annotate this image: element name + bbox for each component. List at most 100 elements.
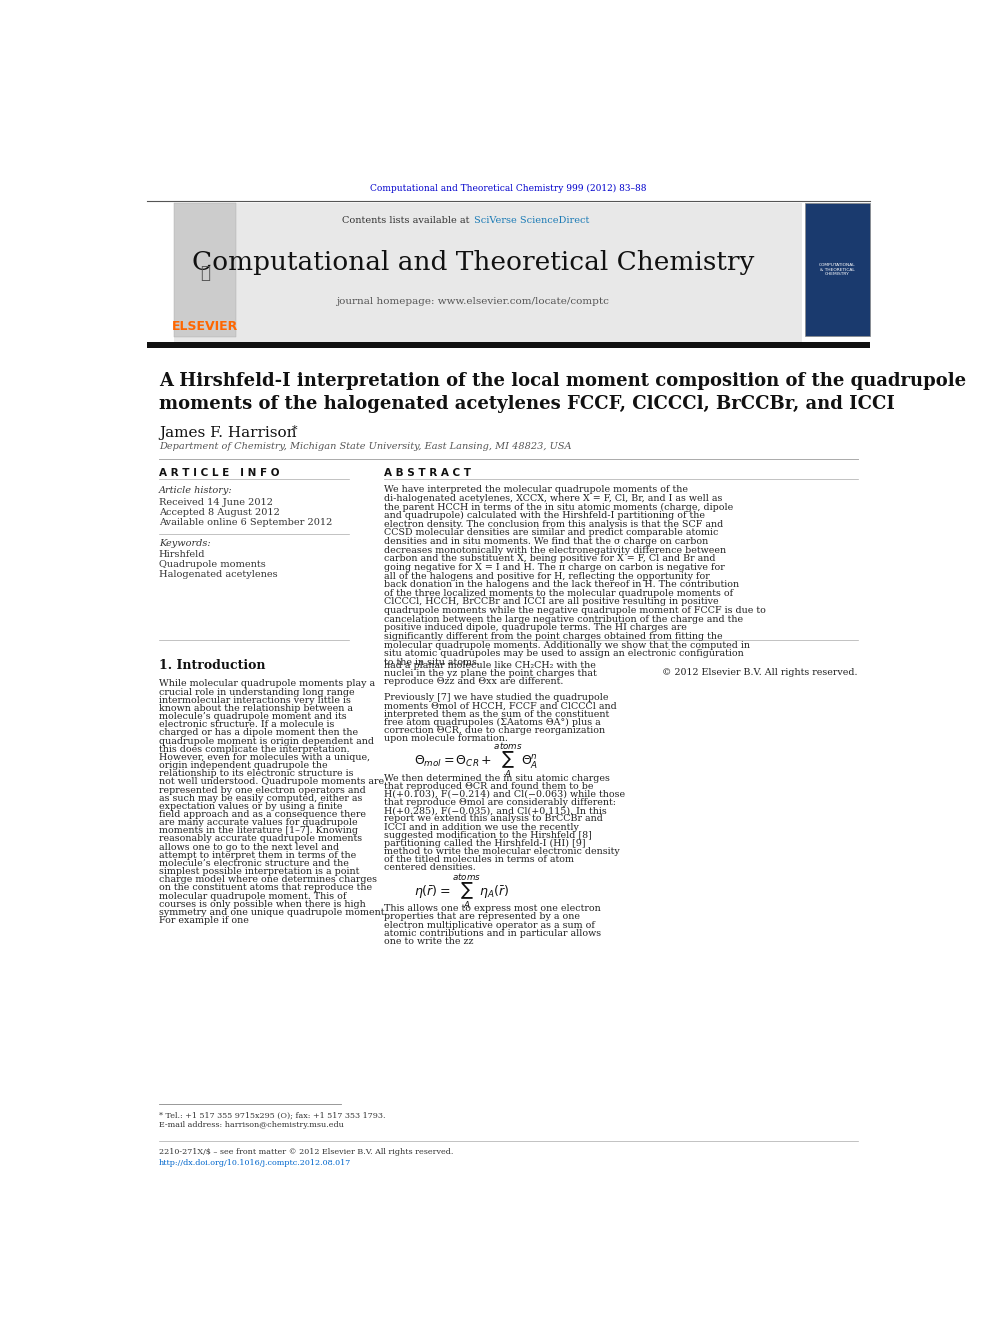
Text: as such may be easily computed, either as: as such may be easily computed, either a… <box>159 794 362 803</box>
Text: While molecular quadrupole moments play a: While molecular quadrupole moments play … <box>159 680 375 688</box>
Text: Halogenated acetylenes: Halogenated acetylenes <box>159 570 278 579</box>
Text: crucial role in understanding long range: crucial role in understanding long range <box>159 688 354 697</box>
Text: the parent HCCH in terms of the in situ atomic moments (charge, dipole: the parent HCCH in terms of the in situ … <box>384 503 733 512</box>
Text: molecule’s electronic structure and the: molecule’s electronic structure and the <box>159 859 349 868</box>
Text: Article history:: Article history: <box>159 486 232 495</box>
Text: suggested modification to the Hirshfeld [8]: suggested modification to the Hirshfeld … <box>384 831 591 840</box>
Text: * Tel.: +1 517 355 9715x295 (O); fax: +1 517 353 1793.: * Tel.: +1 517 355 9715x295 (O); fax: +1… <box>159 1111 385 1119</box>
Text: ClCCCl, HCCH, BrCCBr and ICCI are all positive resulting in positive: ClCCCl, HCCH, BrCCBr and ICCI are all po… <box>384 598 718 606</box>
Text: Computational and Theoretical Chemistry: Computational and Theoretical Chemistry <box>191 250 754 275</box>
Text: simplest possible interpretation is a point: simplest possible interpretation is a po… <box>159 867 359 876</box>
Text: Keywords:: Keywords: <box>159 540 210 548</box>
Text: ELSEVIER: ELSEVIER <box>173 320 238 333</box>
Text: relationship to its electronic structure is: relationship to its electronic structure… <box>159 769 353 778</box>
Text: carbon and the substituent X, being positive for X = F, Cl and Br and: carbon and the substituent X, being posi… <box>384 554 715 564</box>
Text: positive induced dipole, quadrupole terms. The HI charges are: positive induced dipole, quadrupole term… <box>384 623 686 632</box>
Text: E-mail address: harrison@chemistry.msu.edu: E-mail address: harrison@chemistry.msu.e… <box>159 1121 344 1129</box>
Text: of the three localized moments to the molecular quadrupole moments of: of the three localized moments to the mo… <box>384 589 733 598</box>
Text: journal homepage: www.elsevier.com/locate/comptc: journal homepage: www.elsevier.com/locat… <box>336 296 609 306</box>
Text: Hirshfeld: Hirshfeld <box>159 550 205 560</box>
Text: CCSD molecular densities are similar and predict comparable atomic: CCSD molecular densities are similar and… <box>384 528 718 537</box>
Text: known about the relationship between a: known about the relationship between a <box>159 704 353 713</box>
Text: Received 14 June 2012: Received 14 June 2012 <box>159 497 273 507</box>
Text: free atom quadrupoles (ΣAatoms ΘA°) plus a: free atom quadrupoles (ΣAatoms ΘA°) plus… <box>384 718 600 726</box>
Text: molecule’s quadrupole moment and its: molecule’s quadrupole moment and its <box>159 712 346 721</box>
Text: moments Θmol of HCCH, FCCF and ClCCCl and: moments Θmol of HCCH, FCCF and ClCCCl an… <box>384 701 616 710</box>
Text: one to write the zz: one to write the zz <box>384 937 473 946</box>
Text: courses is only possible when there is high: courses is only possible when there is h… <box>159 900 366 909</box>
Text: A B S T R A C T: A B S T R A C T <box>384 468 470 478</box>
Text: of the titled molecules in terms of atom: of the titled molecules in terms of atom <box>384 855 573 864</box>
Text: back donation in the halogens and the lack thereof in H. The contribution: back donation in the halogens and the la… <box>384 581 739 589</box>
Text: densities and in situ moments. We find that the σ charge on carbon: densities and in situ moments. We find t… <box>384 537 708 546</box>
Text: electronic structure. If a molecule is: electronic structure. If a molecule is <box>159 720 334 729</box>
Text: centered densities.: centered densities. <box>384 864 475 872</box>
Text: charge model where one determines charges: charge model where one determines charge… <box>159 876 377 884</box>
Text: molecular quadrupole moments. Additionally we show that the computed in: molecular quadrupole moments. Additional… <box>384 640 750 650</box>
Text: We then determined the in situ atomic charges: We then determined the in situ atomic ch… <box>384 774 609 783</box>
Text: electron multiplicative operator as a sum of: electron multiplicative operator as a su… <box>384 921 594 930</box>
Text: 1. Introduction: 1. Introduction <box>159 659 266 672</box>
Text: method to write the molecular electronic density: method to write the molecular electronic… <box>384 847 619 856</box>
Text: decreases monotonically with the electronegativity difference between: decreases monotonically with the electro… <box>384 545 726 554</box>
Text: ICCI and in addition we use the recently: ICCI and in addition we use the recently <box>384 823 578 832</box>
Text: are many accurate values for quadrupole: are many accurate values for quadrupole <box>159 818 357 827</box>
Text: reasonably accurate quadrupole moments: reasonably accurate quadrupole moments <box>159 835 362 844</box>
Text: and quadrupole) calculated with the Hirshfeld-I partitioning of the: and quadrupole) calculated with the Hirs… <box>384 511 704 520</box>
Text: charged or has a dipole moment then the: charged or has a dipole moment then the <box>159 729 358 737</box>
Text: James F. Harrison: James F. Harrison <box>159 426 297 439</box>
Text: molecular quadrupole moment. This of: molecular quadrupole moment. This of <box>159 892 346 901</box>
Text: quadrupole moments while the negative quadrupole moment of FCCF is due to: quadrupole moments while the negative qu… <box>384 606 766 615</box>
Text: significantly different from the point charges obtained from fitting the: significantly different from the point c… <box>384 632 722 640</box>
Text: to the in situ atoms.: to the in situ atoms. <box>384 658 479 667</box>
Text: expectation values or by using a finite: expectation values or by using a finite <box>159 802 342 811</box>
Text: represented by one electron operators and: represented by one electron operators an… <box>159 786 366 795</box>
Text: A R T I C L E   I N F O: A R T I C L E I N F O <box>159 468 280 478</box>
Text: Department of Chemistry, Michigan State University, East Lansing, MI 48823, USA: Department of Chemistry, Michigan State … <box>159 442 571 451</box>
Bar <box>175 204 803 343</box>
Text: properties that are represented by a one: properties that are represented by a one <box>384 913 579 922</box>
Text: on the constituent atoms that reproduce the: on the constituent atoms that reproduce … <box>159 884 372 893</box>
Text: A Hirshfeld-I interpretation of the local moment composition of the quadrupole: A Hirshfeld-I interpretation of the loca… <box>159 372 966 389</box>
Text: intermolecular interactions very little is: intermolecular interactions very little … <box>159 696 351 705</box>
Text: 2210-271X/$ – see front matter © 2012 Elsevier B.V. All rights reserved.: 2210-271X/$ – see front matter © 2012 El… <box>159 1148 453 1156</box>
Bar <box>175 204 236 337</box>
Text: We have interpreted the molecular quadrupole moments of the: We have interpreted the molecular quadru… <box>384 486 687 495</box>
Text: upon molecule formation.: upon molecule formation. <box>384 734 508 744</box>
Text: di-halogenated acetylenes, XCCX, where X = F, Cl, Br, and I as well as: di-halogenated acetylenes, XCCX, where X… <box>384 493 722 503</box>
Text: For example if one: For example if one <box>159 916 249 925</box>
Text: Previously [7] we have studied the quadrupole: Previously [7] we have studied the quadr… <box>384 693 608 703</box>
Text: Quadrupole moments: Quadrupole moments <box>159 560 266 569</box>
Text: However, even for molecules with a unique,: However, even for molecules with a uniqu… <box>159 753 370 762</box>
Text: Available online 6 September 2012: Available online 6 September 2012 <box>159 517 332 527</box>
Text: electron density. The conclusion from this analysis is that the SCF and: electron density. The conclusion from th… <box>384 520 723 529</box>
Text: symmetry and one unique quadrupole moment.: symmetry and one unique quadrupole momen… <box>159 908 387 917</box>
Text: http://dx.doi.org/10.1016/j.comptc.2012.08.017: http://dx.doi.org/10.1016/j.comptc.2012.… <box>159 1159 351 1167</box>
Text: all of the halogens and positive for H, reflecting the opportunity for: all of the halogens and positive for H, … <box>384 572 709 581</box>
Text: Computational and Theoretical Chemistry 999 (2012) 83–88: Computational and Theoretical Chemistry … <box>370 184 647 193</box>
Text: not well understood. Quadrupole moments are: not well understood. Quadrupole moments … <box>159 778 384 786</box>
Text: Contents lists available at: Contents lists available at <box>342 216 473 225</box>
Text: $\Theta_{mol} = \Theta_{CR} + \sum_{A}^{atoms} \Theta_{A}^{n}$: $\Theta_{mol} = \Theta_{CR} + \sum_{A}^{… <box>415 742 539 781</box>
Text: had a planar molecule like CH₂CH₂ with the: had a planar molecule like CH₂CH₂ with t… <box>384 662 595 669</box>
Text: This allows one to express most one electron: This allows one to express most one elec… <box>384 905 600 913</box>
Text: that reproduce Θmol are considerably different:: that reproduce Θmol are considerably dif… <box>384 798 616 807</box>
Bar <box>806 204 870 336</box>
Text: moments in the literature [1–7]. Knowing: moments in the literature [1–7]. Knowing <box>159 827 358 835</box>
Text: Accepted 8 August 2012: Accepted 8 August 2012 <box>159 508 280 517</box>
Text: 🌳: 🌳 <box>200 263 210 282</box>
Text: report we extend this analysis to BrCCBr and: report we extend this analysis to BrCCBr… <box>384 815 602 823</box>
Text: origin independent quadrupole the: origin independent quadrupole the <box>159 761 327 770</box>
Text: correction ΘCR, due to charge reorganization: correction ΘCR, due to charge reorganiza… <box>384 726 605 736</box>
Text: that reproduced ΘCR and found them to be: that reproduced ΘCR and found them to be <box>384 782 593 791</box>
Text: © 2012 Elsevier B.V. All rights reserved.: © 2012 Elsevier B.V. All rights reserved… <box>663 668 858 677</box>
Text: cancelation between the large negative contribution of the charge and the: cancelation between the large negative c… <box>384 615 743 623</box>
Text: interpreted them as the sum of the constituent: interpreted them as the sum of the const… <box>384 709 609 718</box>
Text: H(+0.103), F(−0.214) and Cl(−0.063) while those: H(+0.103), F(−0.214) and Cl(−0.063) whil… <box>384 790 625 799</box>
Text: *: * <box>293 425 298 435</box>
Text: partitioning called the Hirshfeld-I (HI) [9]: partitioning called the Hirshfeld-I (HI)… <box>384 839 585 848</box>
Text: SciVerse ScienceDirect: SciVerse ScienceDirect <box>474 216 589 225</box>
Text: quadrupole moment is origin dependent and: quadrupole moment is origin dependent an… <box>159 737 374 746</box>
Text: reproduce Θzz and Θxx are different.: reproduce Θzz and Θxx are different. <box>384 677 563 687</box>
Bar <box>147 343 870 348</box>
